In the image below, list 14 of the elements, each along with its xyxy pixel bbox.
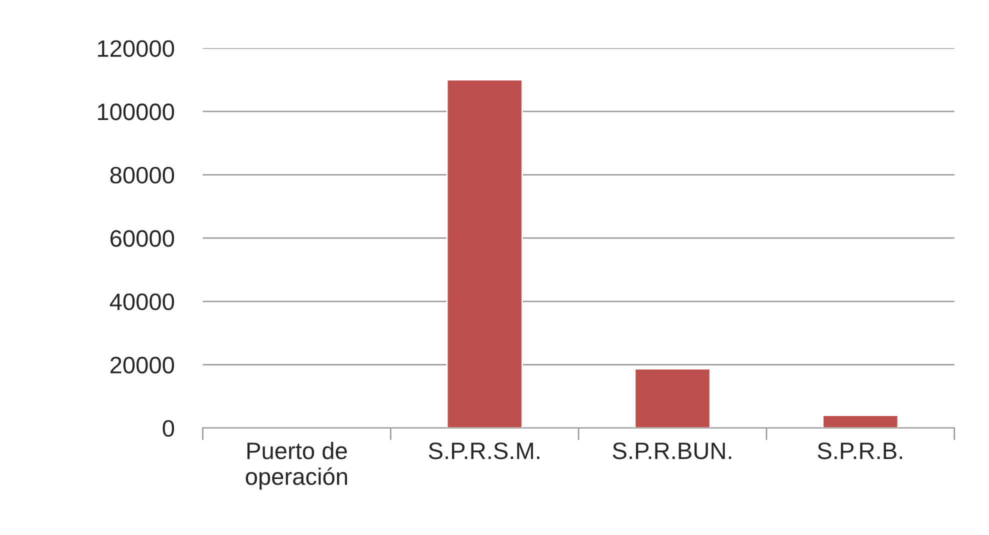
bar [634, 368, 711, 428]
bar [822, 414, 899, 428]
y-tick-label: 40000 [110, 293, 174, 310]
y-tick-label: 0 [162, 420, 174, 437]
y-tick-label: 20000 [110, 356, 174, 374]
bar [446, 79, 523, 428]
y-tick-label: 120000 [98, 40, 174, 57]
y-tick-label: 80000 [110, 166, 174, 184]
x-tick-label: Puerto de operación [246, 442, 348, 490]
x-tick-label: S.P.R.S.M. [428, 442, 540, 460]
x-tick-label: S.P.R.B. [818, 442, 902, 460]
x-tick-label: S.P.R.BUN. [612, 442, 732, 460]
y-tick-label: 60000 [110, 230, 174, 247]
y-tick-label: 100000 [98, 104, 174, 120]
